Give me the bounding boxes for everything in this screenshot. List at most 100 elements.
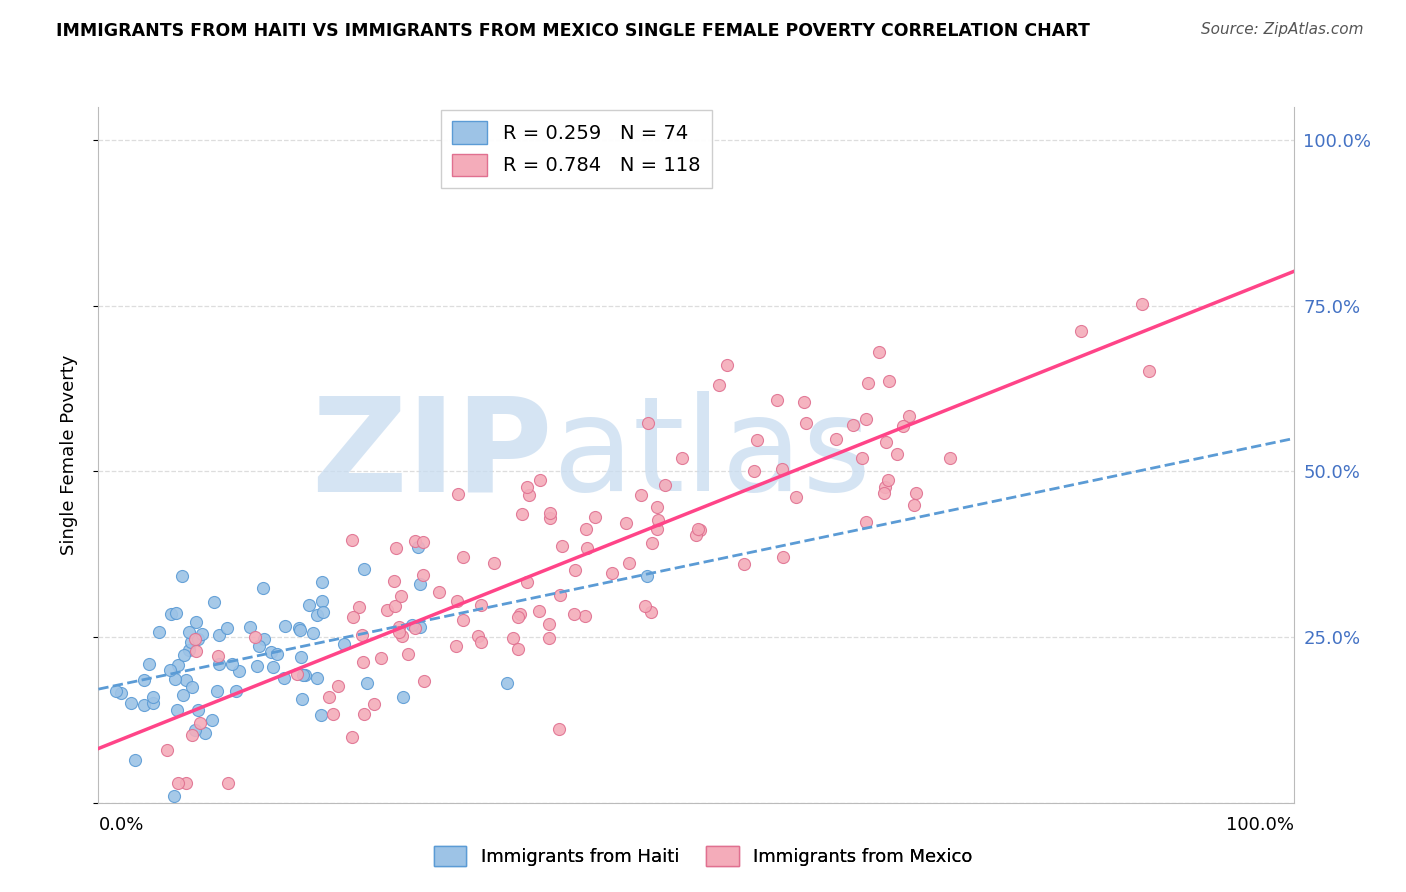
- Point: [506, 609, 529, 624]
- Point: [876, 473, 898, 487]
- Point: [363, 697, 385, 711]
- Point: [406, 540, 429, 554]
- Point: [647, 513, 669, 527]
- Point: [186, 615, 208, 629]
- Point: [640, 605, 662, 619]
- Point: [311, 605, 333, 619]
- Point: [891, 419, 914, 434]
- Point: [239, 620, 262, 634]
- Text: IMMIGRANTS FROM HAITI VS IMMIGRANTS FROM MEXICO SINGLE FEMALE POVERTY CORRELATIO: IMMIGRANTS FROM HAITI VS IMMIGRANTS FROM…: [56, 22, 1090, 40]
- Point: [290, 649, 312, 664]
- Point: [427, 585, 450, 599]
- Point: [388, 624, 411, 639]
- Point: [637, 416, 659, 430]
- Point: [851, 450, 873, 465]
- Point: [516, 480, 538, 494]
- Point: [617, 556, 640, 570]
- Text: atlas: atlas: [553, 392, 872, 518]
- Text: 100.0%: 100.0%: [1226, 816, 1294, 834]
- Point: [159, 663, 181, 677]
- Point: [686, 522, 709, 536]
- Point: [385, 541, 408, 556]
- Point: [538, 632, 561, 646]
- Point: [165, 606, 187, 620]
- Point: [187, 632, 209, 647]
- Point: [636, 569, 658, 583]
- Point: [166, 703, 188, 717]
- Point: [538, 511, 561, 525]
- Point: [384, 599, 406, 614]
- Text: ZIP: ZIP: [311, 392, 553, 518]
- Point: [307, 608, 329, 623]
- Point: [228, 664, 250, 678]
- Point: [181, 728, 204, 742]
- Point: [897, 409, 920, 424]
- Legend: Immigrants from Haiti, Immigrants from Mexico: Immigrants from Haiti, Immigrants from M…: [426, 839, 980, 873]
- Point: [302, 626, 325, 640]
- Point: [903, 499, 925, 513]
- Point: [207, 648, 229, 663]
- Point: [322, 707, 344, 722]
- Point: [600, 566, 623, 580]
- Point: [294, 667, 316, 681]
- Point: [207, 628, 229, 642]
- Point: [252, 581, 274, 595]
- Point: [547, 723, 569, 737]
- Point: [404, 534, 426, 549]
- Point: [138, 657, 160, 672]
- Point: [877, 374, 900, 388]
- Point: [742, 464, 765, 478]
- Point: [412, 673, 434, 688]
- Point: [148, 624, 170, 639]
- Point: [132, 698, 155, 712]
- Point: [184, 632, 207, 646]
- Point: [181, 680, 204, 694]
- Point: [689, 523, 711, 537]
- Point: [297, 599, 319, 613]
- Point: [765, 392, 787, 407]
- Point: [447, 487, 470, 501]
- Point: [733, 558, 755, 572]
- Point: [340, 731, 363, 745]
- Point: [311, 593, 333, 607]
- Point: [274, 619, 297, 633]
- Point: [509, 607, 531, 622]
- Point: [243, 630, 266, 644]
- Point: [451, 613, 474, 627]
- Point: [515, 574, 537, 589]
- Point: [551, 540, 574, 554]
- Point: [506, 642, 529, 657]
- Point: [470, 634, 492, 648]
- Text: 0.0%: 0.0%: [98, 816, 143, 834]
- Point: [482, 556, 505, 570]
- Point: [180, 635, 202, 649]
- Point: [183, 723, 205, 738]
- Point: [858, 376, 880, 391]
- Point: [412, 567, 434, 582]
- Point: [412, 534, 434, 549]
- Point: [311, 575, 333, 590]
- Point: [201, 713, 224, 727]
- Point: [875, 435, 897, 450]
- Point: [156, 743, 179, 757]
- Point: [273, 671, 295, 685]
- Point: [583, 510, 606, 524]
- Point: [875, 480, 897, 494]
- Point: [225, 684, 247, 698]
- Point: [184, 644, 207, 658]
- Point: [191, 626, 214, 640]
- Point: [793, 394, 815, 409]
- Point: [855, 412, 877, 426]
- Point: [904, 486, 927, 500]
- Point: [142, 696, 165, 710]
- Point: [409, 577, 432, 591]
- Point: [537, 617, 560, 632]
- Point: [159, 607, 181, 622]
- Point: [391, 629, 413, 643]
- Point: [709, 377, 731, 392]
- Point: [285, 666, 308, 681]
- Point: [292, 668, 315, 682]
- Legend: R = 0.259   N = 74, R = 0.784   N = 118: R = 0.259 N = 74, R = 0.784 N = 118: [440, 110, 713, 188]
- Point: [630, 488, 652, 502]
- Point: [855, 515, 877, 529]
